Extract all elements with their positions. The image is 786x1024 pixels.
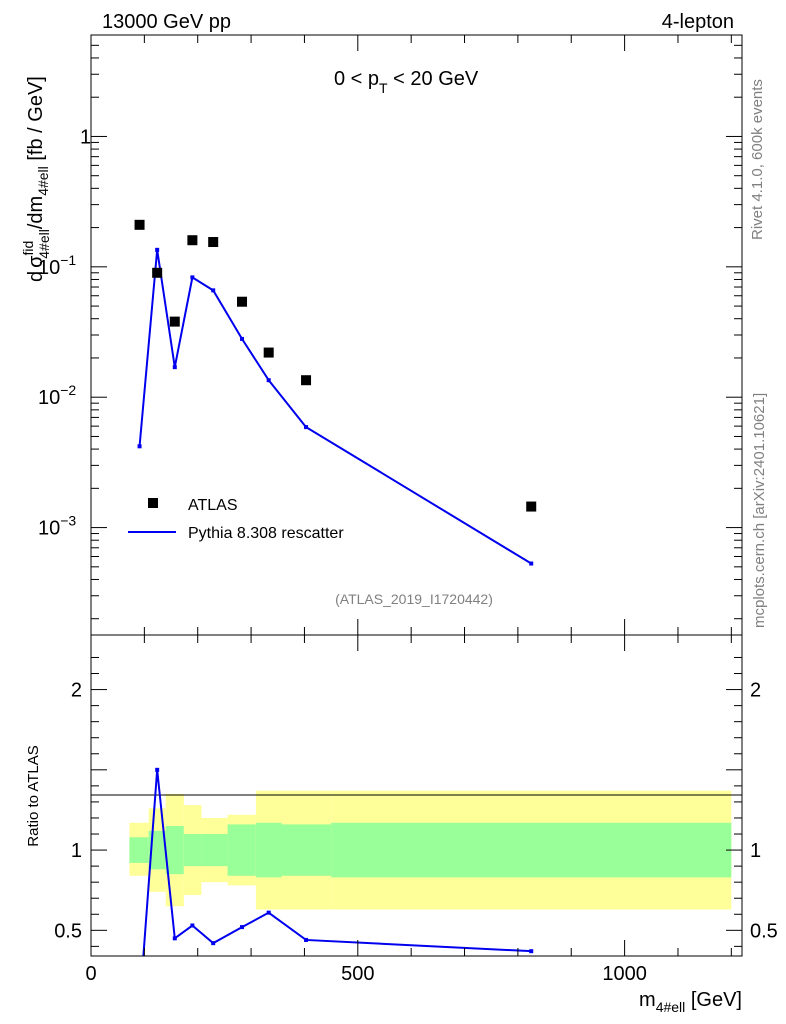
x-tick-label: 500 (341, 963, 374, 985)
y-tick-label-top: 10−2 (38, 382, 76, 409)
ratio-point (138, 1005, 142, 1009)
ratio-point (266, 910, 271, 915)
atlas-point (208, 237, 219, 248)
ratio-point (240, 925, 245, 930)
bottom-frame (90, 634, 743, 957)
bottom-axis-ticks (90, 635, 742, 956)
legend-marker-atlas (148, 498, 158, 508)
top-series (134, 219, 537, 566)
pythia-point (190, 275, 195, 280)
y-tick-label-bottom-right: 0.5 (750, 920, 778, 942)
y-axis-label-top: dσfid4#ell/dm4#ell [fb / GeV] (20, 76, 52, 282)
x-tick-label: 0 (85, 963, 96, 985)
y-tick-label-bottom-right: 1 (750, 840, 761, 862)
ratio-point (304, 937, 309, 942)
y-tick-label-top: 10−1 (38, 252, 76, 279)
atlas-point (301, 375, 312, 386)
stat-unc-band (201, 834, 228, 867)
y-tick-label-bottom: 1 (71, 840, 82, 862)
atlas-point (152, 267, 163, 278)
stat-unc-band (129, 837, 149, 863)
ratio-point (172, 936, 177, 941)
x-tick-labels: 0 500 1000 (85, 963, 646, 985)
x-axis-label: m4#ell [GeV] (639, 989, 742, 1015)
pythia-point (529, 561, 534, 566)
y-tick-label-bottom: 2 (71, 680, 82, 702)
atlas-point (237, 296, 248, 307)
pythia-point (155, 247, 160, 252)
stat-unc-band (255, 822, 282, 878)
atlas-point (526, 501, 537, 512)
ratio-point (211, 941, 216, 946)
main-panel: 10−3 10−2 10−1 1 0 < pT < 20 GeV dσfid4#ell… (20, 34, 743, 910)
stat-unc-band (227, 824, 256, 876)
stat-unc-band (183, 834, 202, 867)
top-axis-ticks (90, 34, 742, 635)
ratio-point (155, 767, 160, 772)
legend-label-atlas: ATLAS (188, 497, 238, 514)
mcplots-label: mcplots.cern.ch [arXiv:2401.10621] (751, 393, 768, 628)
ratio-panel: 0.5 0.5 1 1 2 2 0 500 1000 Ratio to ATLAS m4#el… (25, 634, 778, 1015)
pythia-point (304, 425, 309, 430)
y-tick-label-top: 1 (80, 126, 91, 148)
top-frame (90, 34, 743, 636)
plot-title: 0 < pT < 20 GeV (334, 68, 479, 96)
pythia-point (266, 378, 271, 383)
ratio-series (138, 767, 534, 1009)
atlas-point (134, 219, 145, 230)
atlas-point (187, 235, 198, 246)
watermark: (ATLAS_2019_I1720442) (335, 591, 493, 607)
y-tick-label-bottom-right: 2 (750, 680, 761, 702)
y-axis-label-bottom: Ratio to ATLAS (25, 745, 42, 846)
pythia-point (172, 365, 177, 370)
stat-unc-band (281, 824, 332, 876)
bottom-y-tick-labels: 0.5 0.5 1 1 2 2 (54, 680, 778, 943)
header-left: 13000 GeV pp (102, 11, 231, 33)
y-tick-label-bottom: 0.5 (54, 920, 82, 942)
y-tick-label-top: 10−3 (38, 513, 76, 540)
x-tick-label: 1000 (602, 963, 647, 985)
legend: ATLAS Pythia 8.308 rescatter (128, 497, 344, 542)
atlas-point (169, 316, 180, 327)
atlas-point (263, 347, 274, 358)
pythia-point (240, 336, 245, 341)
stat-unc-band (165, 825, 184, 875)
legend-label-pythia: Pythia 8.308 rescatter (188, 525, 344, 542)
top-y-tick-labels: 10−3 10−2 10−1 1 (38, 126, 91, 539)
rivet-label: Rivet 4.1.0, 600k events (749, 79, 766, 240)
pythia-line (138, 249, 532, 565)
pythia-point (211, 288, 216, 293)
ratio-bands (129, 790, 732, 910)
header-right: 4-lepton (662, 11, 734, 33)
ratio-point (529, 949, 534, 954)
stat-unc-band (331, 822, 732, 878)
ratio-point (190, 923, 195, 928)
pythia-point (137, 444, 142, 449)
